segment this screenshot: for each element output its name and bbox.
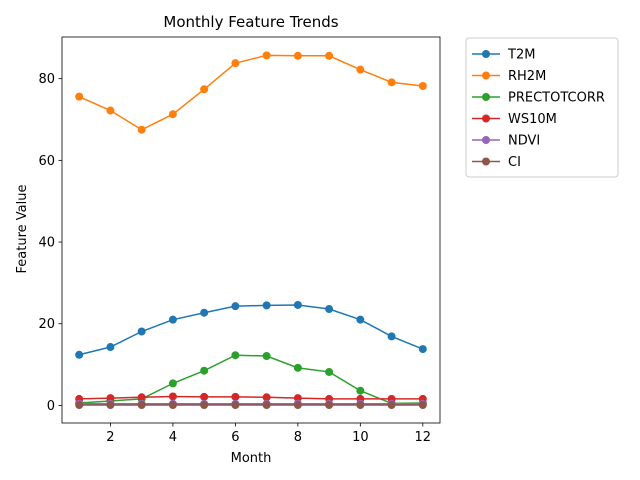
series-line-rh2m	[78, 54, 423, 131]
data-point-rh2m	[262, 51, 271, 60]
legend-label-ndvi: NDVI	[508, 134, 540, 149]
y-tick-label: 60	[38, 154, 55, 169]
data-point-rh2m	[137, 125, 146, 134]
data-point-t2m	[325, 305, 334, 314]
data-point-ws10m	[231, 392, 240, 401]
y-tick-label: 40	[38, 236, 55, 251]
legend-label-prectotcorr: PRECTOTCORR	[508, 91, 605, 106]
y-tick-label: 80	[38, 72, 55, 87]
data-point-ci	[200, 401, 209, 410]
x-tick-label: 10	[352, 430, 369, 445]
data-point-prectotcorr	[262, 352, 271, 361]
series-t2m	[75, 300, 427, 359]
legend-box	[465, 37, 619, 178]
series-ws10m	[75, 392, 427, 403]
data-point-ci	[231, 401, 240, 410]
y-tick-label: 0	[47, 399, 55, 414]
data-point-t2m	[387, 332, 396, 341]
data-point-ci	[168, 401, 177, 410]
data-point-ci	[387, 401, 396, 410]
x-tick-label: 12	[415, 430, 432, 445]
legend-marker-t2m	[482, 50, 490, 58]
legend-entry-t2m: T2M	[472, 48, 535, 63]
data-point-t2m	[200, 308, 209, 317]
series-ci	[75, 401, 427, 410]
data-point-ws10m	[262, 393, 271, 402]
data-point-rh2m	[418, 82, 427, 91]
legend-label-rh2m: RH2M	[508, 69, 546, 84]
data-point-ci	[106, 401, 115, 410]
data-point-prectotcorr	[200, 366, 209, 375]
series-layer	[75, 51, 427, 410]
data-point-ci	[418, 401, 427, 410]
data-point-rh2m	[75, 92, 84, 101]
legend-marker-ws10m	[482, 114, 490, 123]
x-axis: 2 4 6 8 10 12	[106, 423, 431, 445]
legend-entry-rh2m: RH2M	[472, 69, 546, 84]
legend-label-ws10m: WS10M	[508, 112, 557, 127]
legend-entry-ws10m: WS10M	[472, 112, 557, 127]
y-tick-label: 20	[38, 317, 55, 332]
data-point-t2m	[75, 350, 84, 359]
legend-marker-ndvi	[482, 136, 490, 144]
data-point-ws10m	[293, 394, 302, 403]
legend: T2M RH2M PRECTOTCORR WS10M NDVI CI	[465, 37, 619, 178]
data-point-prectotcorr	[325, 367, 334, 376]
data-point-ci	[325, 401, 334, 410]
data-point-ci	[356, 401, 365, 410]
data-point-rh2m	[106, 106, 115, 115]
data-point-rh2m	[293, 51, 302, 60]
data-point-prectotcorr	[356, 386, 365, 395]
data-point-ci	[75, 401, 84, 410]
legend-marker-ci	[482, 157, 490, 166]
data-point-rh2m	[325, 51, 334, 60]
data-point-ws10m	[200, 392, 209, 401]
legend-marker-prectotcorr	[482, 93, 490, 101]
data-point-ci	[262, 401, 271, 410]
data-point-t2m	[106, 343, 115, 352]
data-point-ws10m	[168, 392, 177, 401]
x-tick-label: 4	[169, 430, 177, 445]
data-point-t2m	[418, 345, 427, 354]
legend-label-ci: CI	[508, 155, 521, 170]
plot-frame	[61, 36, 441, 424]
x-tick-label: 6	[231, 430, 239, 445]
data-point-ci	[137, 401, 146, 410]
legend-marker-rh2m	[482, 71, 490, 80]
legend-entry-ndvi: NDVI	[472, 134, 540, 149]
data-point-ws10m	[137, 393, 146, 402]
y-axis: 0 20 40 60 80	[38, 72, 62, 414]
data-point-t2m	[262, 301, 271, 310]
chart-title: Monthly Feature Trends	[163, 13, 338, 31]
data-point-rh2m	[168, 110, 177, 119]
plot-area	[61, 36, 441, 424]
x-axis-label: Month	[231, 451, 272, 466]
data-point-t2m	[168, 315, 177, 324]
legend-label-t2m: T2M	[507, 48, 535, 63]
series-rh2m	[75, 51, 427, 134]
series-line-ws10m	[79, 395, 423, 400]
data-point-rh2m	[387, 78, 396, 87]
data-point-prectotcorr	[231, 351, 240, 360]
x-tick-label: 2	[106, 430, 114, 445]
series-line-t2m	[79, 304, 424, 356]
data-point-ci	[293, 401, 302, 410]
data-point-t2m	[137, 327, 146, 336]
data-point-prectotcorr	[293, 363, 302, 372]
series-line-prectotcorr	[79, 354, 423, 405]
y-axis-label: Feature Value	[15, 185, 30, 274]
data-point-t2m	[231, 302, 240, 311]
data-point-t2m	[356, 315, 365, 324]
legend-entry-prectotcorr: PRECTOTCORR	[472, 91, 605, 106]
series-ndvi	[75, 399, 427, 408]
data-point-rh2m	[231, 59, 240, 68]
data-point-ws10m	[106, 394, 115, 403]
legend-entry-ci: CI	[472, 155, 521, 170]
data-point-t2m	[293, 300, 302, 309]
data-point-rh2m	[200, 85, 209, 94]
data-point-rh2m	[356, 65, 365, 74]
x-tick-label: 8	[294, 430, 302, 445]
data-point-prectotcorr	[168, 379, 177, 388]
